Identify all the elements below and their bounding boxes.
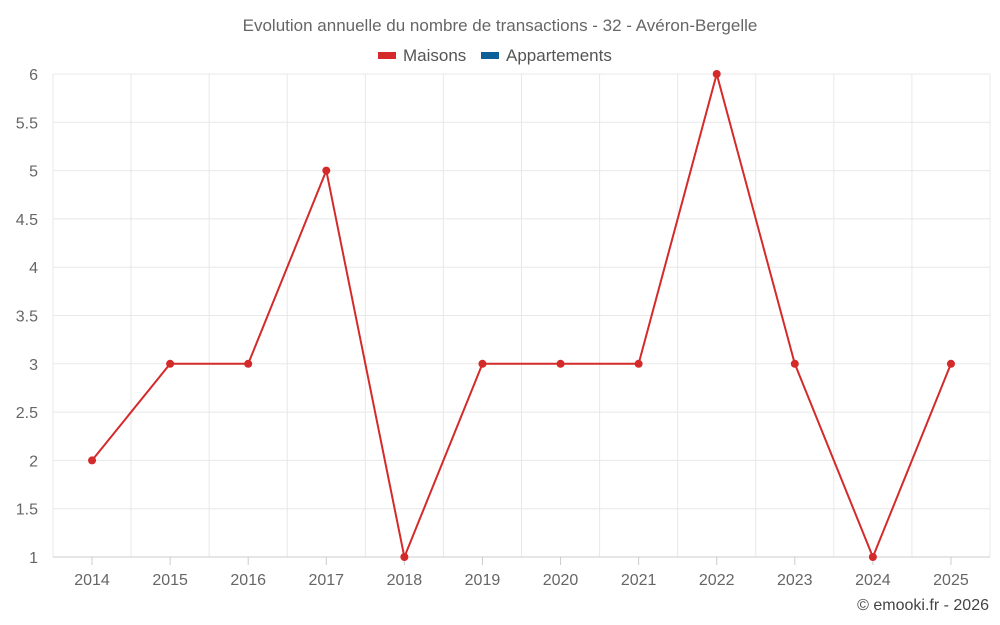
legend-item-maisons[interactable]: Maisons — [378, 46, 466, 65]
chart-title: Evolution annuelle du nombre de transact… — [243, 16, 758, 35]
legend-swatch-maisons — [378, 52, 396, 59]
data-point-2022[interactable] — [712, 70, 721, 78]
data-point-2016[interactable] — [244, 359, 253, 368]
x-tick-label: 2021 — [621, 572, 657, 589]
gridlines — [52, 73, 991, 558]
y-tick-label: 5 — [29, 164, 38, 181]
data-point-2015[interactable] — [166, 359, 175, 368]
y-tick-label: 2.5 — [16, 405, 38, 422]
data-point-2024[interactable] — [868, 553, 877, 561]
y-tick-label: 4.5 — [16, 212, 38, 229]
data-point-2018[interactable] — [400, 553, 409, 561]
x-tick-label: 2015 — [152, 572, 188, 589]
credit-text[interactable]: © emooki.fr - 2026 — [857, 597, 989, 614]
data-point-2025[interactable] — [946, 359, 955, 368]
x-tick-label: 2016 — [230, 572, 266, 589]
y-tick-label: 6 — [29, 67, 38, 84]
y-tick-label: 3 — [29, 357, 38, 374]
legend-swatch-appartements — [481, 52, 499, 59]
y-tick-label: 1 — [29, 550, 38, 567]
legend-label-appartements: Appartements — [506, 46, 612, 65]
data-point-2020[interactable] — [556, 359, 565, 368]
x-tick-label: 2018 — [387, 572, 423, 589]
data-point-2023[interactable] — [790, 359, 799, 368]
y-tick-label: 2 — [29, 453, 38, 470]
x-tick-label: 2022 — [699, 572, 735, 589]
x-tick-label: 2014 — [74, 572, 110, 589]
x-tick-label: 2025 — [933, 572, 969, 589]
x-tick-label: 2017 — [308, 572, 344, 589]
y-tick-label: 5.5 — [16, 115, 38, 132]
series-line-maisons — [91, 73, 952, 558]
y-tick-label: 1.5 — [16, 502, 38, 519]
x-tick-label: 2020 — [543, 572, 579, 589]
data-point-2021[interactable] — [634, 359, 643, 368]
x-tick-label: 2023 — [777, 572, 813, 589]
legend-label-maisons: Maisons — [403, 46, 466, 65]
data-point-2019[interactable] — [478, 359, 487, 368]
legend-item-appartements[interactable]: Appartements — [481, 46, 612, 65]
data-point-2017[interactable] — [322, 166, 331, 175]
x-tick-label: 2019 — [465, 572, 501, 589]
x-tick-label: 2024 — [855, 572, 891, 589]
y-tick-label: 3.5 — [16, 309, 38, 326]
y-axis-ticks: 1 1.5 2 2.5 3 3.5 4 4.5 5 5.5 6 — [16, 67, 38, 567]
series-maisons — [88, 70, 955, 561]
legend: Maisons Appartements — [378, 46, 612, 65]
x-axis-ticks: 2014 2015 2016 2017 2018 2019 2020 2021 2022 2023… — [74, 557, 969, 589]
y-tick-label: 4 — [29, 260, 38, 277]
data-point-2014[interactable] — [88, 456, 97, 465]
